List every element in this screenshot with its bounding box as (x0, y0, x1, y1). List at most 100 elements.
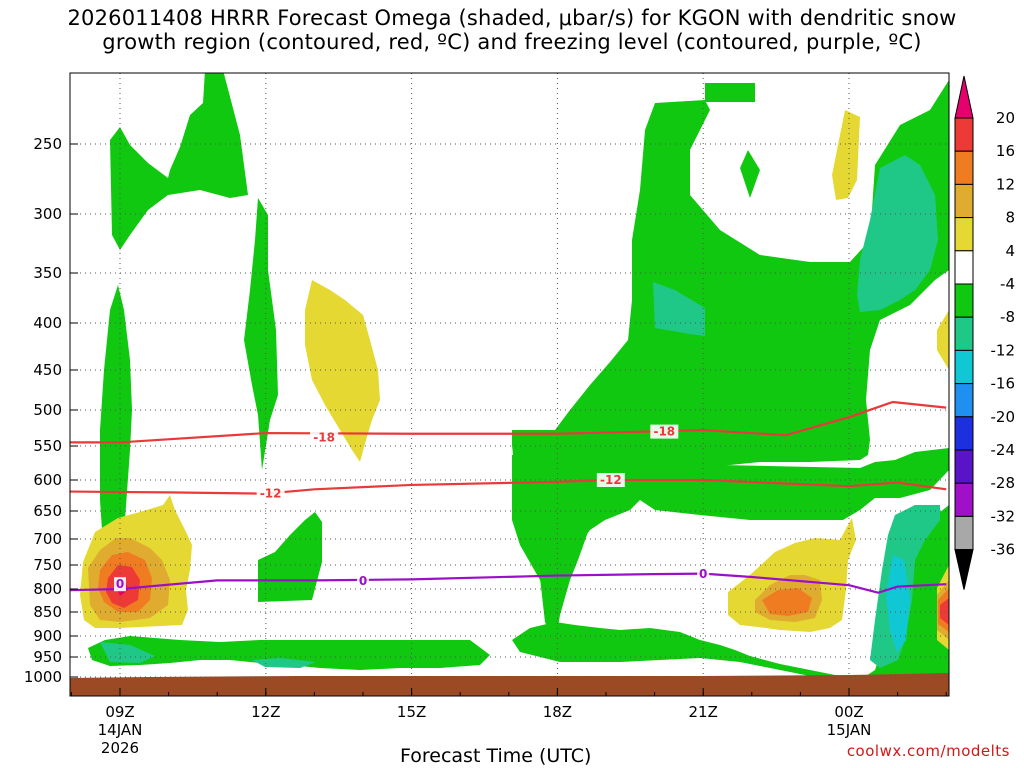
colorbar-label: 20 (996, 109, 1015, 127)
x-tick-date: 14JAN (98, 721, 143, 739)
y-axis: 250 300 350 400 450 500 550 600 650 700 750 800 850 9… (24, 135, 78, 686)
x-tick-label: 00Z (834, 703, 863, 721)
x-tick-label: 21Z (689, 703, 718, 721)
contour-label-bg (357, 573, 369, 588)
y-tick-label: 400 (33, 314, 62, 332)
x-tick-year: 2026 (101, 739, 139, 757)
omega-region-orange (762, 588, 812, 616)
temperature-contours: -18 -18 -12 -12 0 0 0 (70, 400, 947, 594)
x-tick-label: 12Z (251, 703, 280, 721)
terrain (70, 673, 949, 696)
colorbar-label: -24 (991, 441, 1016, 459)
credit-link[interactable]: coolwx.com/modelts (846, 742, 1010, 760)
colorbar-swatch (954, 150, 974, 185)
contour-line (70, 478, 947, 495)
omega-region-yellow (832, 110, 860, 200)
colorbar-label: -12 (991, 341, 1016, 359)
colorbar-swatch (954, 482, 974, 517)
contour-label-bg (114, 577, 126, 592)
colorbar-label: 8 (1005, 209, 1015, 227)
y-tick-label: 700 (33, 530, 62, 548)
omega-region-green (244, 198, 278, 470)
colorbar-swatch (954, 449, 974, 484)
y-tick-label: 950 (33, 648, 62, 666)
y-tick-label: 450 (33, 361, 62, 379)
colorbar-label: 16 (996, 142, 1015, 160)
omega-region-teal (100, 642, 155, 663)
omega-region-green (740, 150, 760, 198)
colorbar-label: -4 (1000, 275, 1015, 293)
contour-label-bg (310, 430, 339, 445)
colorbar-swatch (954, 250, 974, 285)
x-tick-date: 15JAN (827, 721, 872, 739)
y-tick-label: 1000 (24, 668, 62, 686)
contour-label-bg (697, 567, 710, 582)
x-tick-label: 09Z (105, 703, 134, 721)
contour-line (70, 572, 947, 594)
chart-title-line2: growth region (contoured, red, ºC) and f… (102, 30, 922, 54)
omega-region-red (940, 598, 949, 625)
omega-region-cyan (886, 555, 910, 652)
colorbar-swatch (954, 217, 974, 252)
contour-label-bg (650, 424, 679, 439)
omega-shading (70, 73, 949, 696)
y-tick-label: 900 (33, 627, 62, 645)
colorbar-swatch (954, 416, 974, 451)
x-tick-label: 18Z (543, 703, 572, 721)
colorbar-swatch (954, 515, 974, 551)
contour-label: 0 (359, 574, 367, 588)
plot-frame (69, 72, 950, 697)
y-tick-label: 600 (33, 471, 62, 489)
y-tick-label: 650 (33, 502, 62, 520)
omega-region-green (512, 505, 949, 682)
y-tick-label: 300 (33, 205, 62, 223)
y-tick-label: 750 (33, 556, 62, 574)
colorbar-swatch (954, 117, 974, 152)
colorbar-label: 4 (1005, 242, 1015, 260)
contour-label-bg (596, 473, 625, 487)
y-tick-label: 250 (33, 135, 62, 153)
y-tick-label: 350 (33, 264, 62, 282)
omega-region-teal (252, 658, 316, 668)
contour-label: -12 (600, 473, 622, 487)
contour-label: 0 (116, 577, 124, 591)
colorbar-label: -20 (991, 408, 1016, 426)
contour-label: -18 (313, 430, 335, 444)
colorbar: 20 16 12 8 4 -4 -8 -12 -16 -20 -24 -28 -32 -36 (954, 75, 1016, 590)
colorbar-top-arrow (954, 75, 974, 119)
x-axis-title: Forecast Time (UTC) (400, 745, 592, 767)
contour-label: 0 (699, 567, 707, 581)
omega-region-green (88, 636, 490, 670)
colorbar-swatch (954, 183, 974, 219)
colorbar-swatch (954, 383, 974, 418)
colorbar-label: -32 (991, 507, 1016, 525)
omega-region-yellow (937, 310, 949, 370)
contour-line (70, 400, 947, 444)
omega-region-green (705, 83, 755, 102)
y-tick-label: 850 (33, 603, 62, 621)
colorbar-swatch (954, 349, 974, 385)
colorbar-label: -36 (991, 541, 1016, 559)
omega-region-green (512, 80, 949, 645)
y-tick-label: 500 (33, 401, 62, 419)
y-tick-label: 800 (33, 580, 62, 598)
omega-region-teal (653, 282, 705, 336)
colorbar-bottom-arrow (954, 549, 974, 590)
contour-label: -12 (260, 487, 282, 501)
omega-region-green (100, 285, 132, 582)
omega-region-yellow (305, 280, 380, 462)
omega-region-teal (857, 155, 938, 312)
omega-region-green (110, 73, 248, 250)
omega-region-green (512, 448, 949, 610)
colorbar-label: -28 (991, 474, 1016, 492)
colorbar-label: -8 (1000, 308, 1015, 326)
x-tick-label: 15Z (397, 703, 426, 721)
colorbar-label: 12 (996, 175, 1015, 193)
colorbar-label: -16 (991, 375, 1016, 393)
chart-title-line1: 2026011408 HRRR Forecast Omega (shaded, … (67, 6, 957, 30)
contour-label-bg (256, 486, 285, 501)
colorbar-swatch (954, 316, 974, 351)
contour-label: -18 (653, 425, 675, 439)
